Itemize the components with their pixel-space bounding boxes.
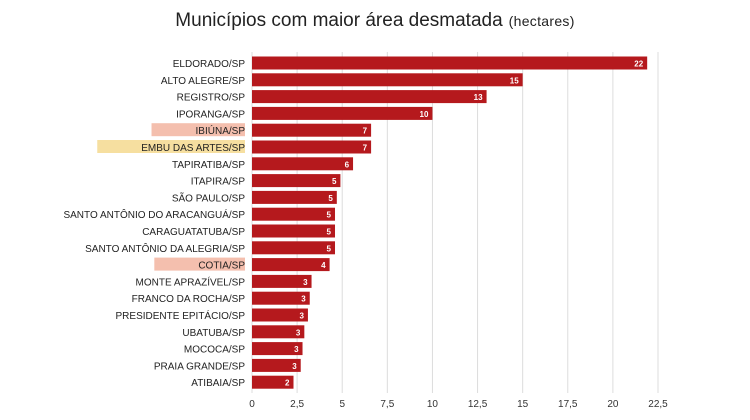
bar-value-label: 10 (420, 110, 429, 119)
category-label: IPORANGA/SP (176, 109, 245, 120)
x-tick-label: 17,5 (558, 399, 578, 410)
bar-value-label: 3 (303, 278, 308, 287)
category-label: SÃO PAULO/SP (172, 191, 246, 204)
bar (252, 106, 433, 120)
category-label: REGISTRO/SP (177, 93, 246, 104)
bar-value-label: 5 (328, 194, 333, 203)
bar-value-label: 5 (332, 177, 337, 186)
bar (252, 190, 337, 204)
bar (252, 123, 372, 137)
bar (252, 358, 301, 372)
category-label: ITAPIRA/SP (191, 177, 246, 188)
x-tick-label: 22,5 (648, 399, 668, 410)
bar-value-label: 13 (474, 93, 483, 102)
category-highlight (151, 123, 245, 137)
chart-title: Municípios com maior área desmatada (175, 10, 503, 31)
bar-value-label: 22 (634, 60, 643, 69)
chart-title-block: Municípios com maior área desmatada (hect… (0, 10, 750, 32)
bar-value-label: 7 (363, 144, 368, 153)
category-highlight (154, 257, 245, 271)
bar (252, 224, 336, 238)
bar-value-label: 4 (321, 261, 326, 270)
x-tick-label: 12,5 (468, 399, 488, 410)
category-label: EMBU DAS ARTES/SP (141, 143, 245, 154)
bar (252, 90, 487, 104)
bar-value-label: 3 (301, 295, 306, 304)
bar-value-label: 3 (294, 345, 299, 354)
bar (252, 342, 303, 356)
category-label: COTIA/SP (198, 261, 245, 272)
bar-value-label: 3 (299, 312, 304, 321)
bar-value-label: 7 (363, 127, 368, 136)
bar-value-label: 5 (327, 244, 332, 253)
bar (252, 241, 336, 255)
x-tick-label: 2,5 (290, 399, 304, 410)
bar (252, 174, 341, 188)
bar-value-label: 15 (510, 76, 519, 85)
category-label: FRANCO DA ROCHA/SP (132, 294, 246, 305)
bar (252, 258, 330, 272)
category-label: SANTO ANTÔNIO DA ALEGRIA/SP (85, 242, 245, 255)
bar-value-label: 2 (285, 379, 290, 388)
x-tick-label: 0 (249, 399, 255, 410)
category-highlight (97, 140, 245, 153)
bar (252, 140, 372, 154)
bar-value-label: 3 (296, 328, 301, 337)
category-label: UBATUBA/SP (182, 328, 245, 339)
x-tick-label: 20 (607, 399, 619, 410)
bar (252, 73, 523, 87)
category-label: CARAGUATATUBA/SP (142, 227, 245, 238)
bar (252, 375, 294, 389)
bar (252, 291, 310, 305)
bar-value-label: 5 (327, 211, 332, 220)
bar (252, 308, 308, 322)
category-label: PRAIA GRANDE/SP (154, 361, 245, 372)
bar-value-label: 6 (345, 160, 350, 169)
category-label: ATIBAIA/SP (191, 378, 245, 389)
x-tick-label: 7,5 (380, 399, 394, 410)
x-tick-label: 5 (339, 399, 345, 410)
chart-subtitle: (hectares) (508, 13, 575, 29)
category-label: IBIÚNA/SP (196, 124, 246, 137)
category-label: ELDORADO/SP (173, 59, 246, 70)
bar (252, 56, 648, 70)
category-label: MONTE APRAZÍVEL/SP (136, 275, 246, 288)
bar (252, 157, 354, 171)
x-tick-label: 15 (517, 399, 529, 410)
bar-value-label: 3 (292, 362, 297, 371)
bar (252, 274, 312, 288)
x-tick-label: 10 (427, 399, 439, 410)
category-label: TAPIRATIBA/SP (172, 160, 245, 171)
bar-value-label: 5 (327, 228, 332, 237)
category-label: MOCOCA/SP (184, 345, 245, 356)
category-label: SANTO ANTÔNIO DO ARACANGUÁ/SP (63, 208, 245, 221)
bar (252, 207, 336, 221)
category-label: PRESIDENTE EPITÁCIO/SP (116, 309, 246, 322)
bar (252, 325, 305, 339)
category-label: ALTO ALEGRE/SP (161, 76, 245, 87)
